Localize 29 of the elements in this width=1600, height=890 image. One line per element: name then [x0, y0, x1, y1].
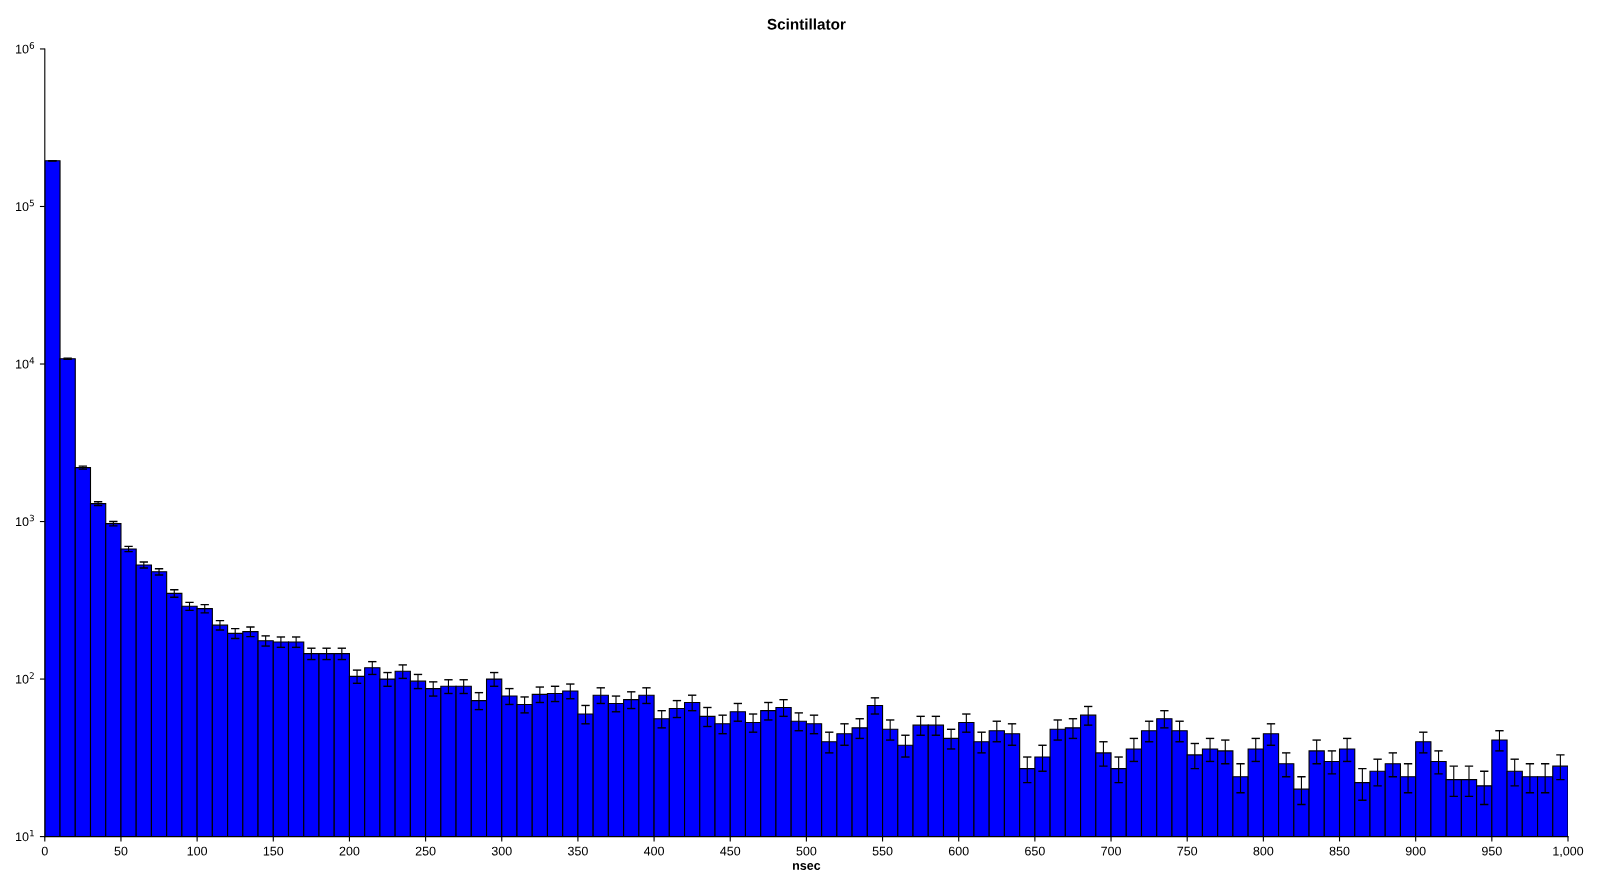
- x-tick-label: 850: [1329, 846, 1350, 856]
- x-tick-label: 1,000: [1553, 846, 1584, 857]
- x-tick-label: 700: [1101, 846, 1121, 856]
- x-tick-label: 250: [415, 846, 436, 856]
- y-tick-label: 10$^{1}$: [16, 829, 34, 842]
- y-tick-label: 10$^{3}$: [16, 514, 34, 527]
- x-tick-label: 950: [1482, 846, 1502, 856]
- x-tick-label: 500: [796, 846, 817, 856]
- x-axis-title: nsec: [792, 863, 821, 870]
- x-tick-label: 50: [114, 846, 128, 856]
- x-tick-label: 150: [263, 846, 284, 856]
- y-tick-label: 10$^{2}$: [16, 672, 34, 684]
- x-tick-label: 300: [491, 846, 512, 856]
- x-tick-label: 350: [567, 846, 588, 856]
- x-tick-label: 650: [1025, 846, 1045, 856]
- x-tick-label: 450: [720, 846, 741, 856]
- x-tick-label: 400: [643, 846, 665, 856]
- x-tick-label: 100: [187, 846, 208, 856]
- x-tick-label: 0: [41, 846, 48, 856]
- y-tick-label: 10$^{6}$: [16, 42, 35, 54]
- y-tick-label: 10$^{4}$: [16, 357, 35, 369]
- y-tick-label: 10$^{5}$: [16, 199, 34, 212]
- x-tick-label: 750: [1177, 846, 1198, 856]
- x-tick-label: 800: [1253, 846, 1274, 856]
- x-tick-label: 550: [872, 846, 893, 856]
- chart-title: Scintillator: [767, 18, 846, 30]
- x-tick-label: 200: [339, 846, 360, 856]
- x-tick-label: 900: [1405, 846, 1426, 856]
- x-tick-label: 600: [948, 846, 969, 856]
